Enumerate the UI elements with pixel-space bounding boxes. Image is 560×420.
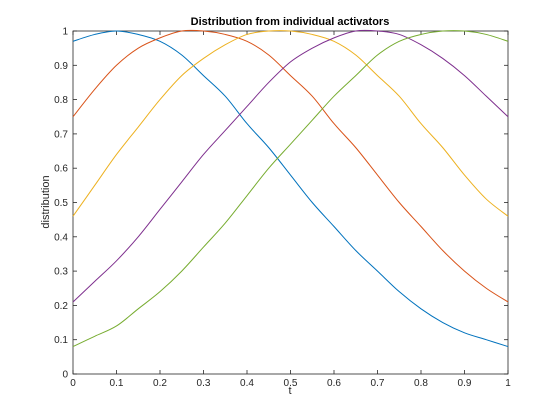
- y-tick-label: 0.9: [54, 61, 68, 72]
- y-axis-label: distribution: [40, 175, 52, 228]
- y-tick-label: 0.4: [54, 232, 68, 243]
- x-tick-label: 0: [70, 378, 76, 389]
- y-tick-label: 0.2: [54, 301, 68, 312]
- y-tick-label: 0.8: [54, 95, 68, 106]
- y-tick-label: 1: [62, 27, 68, 38]
- x-tick-label: 0.1: [110, 378, 124, 389]
- series-lines: [72, 29, 509, 348]
- series-line-5: [72, 30, 509, 348]
- series-line-4: [72, 29, 509, 303]
- chart-title: Distribution from individual activators: [191, 16, 390, 28]
- series-line-2: [72, 29, 509, 303]
- y-tick-label: 0.3: [54, 267, 68, 278]
- x-tick-label: 0.3: [197, 378, 211, 389]
- x-tick-label: 0.2: [153, 378, 167, 389]
- axis-ticks: 0 0.1 0.2 0.3 0.4 0.5 0.6 0.7 0.8 0.9 1 0 0.1 0.2 0.3 0…: [54, 27, 511, 390]
- y-tick-label: 0.1: [54, 335, 68, 346]
- y-tick-label: 0: [62, 370, 68, 381]
- y-tick-label: 0.7: [54, 129, 68, 140]
- y-tick-label: 0.5: [54, 198, 68, 209]
- y-tick-label: 0.6: [54, 164, 68, 175]
- x-tick-label: 0.4: [240, 378, 254, 389]
- x-axis-label: t: [288, 385, 291, 397]
- x-tick-label: 0.6: [327, 378, 341, 389]
- x-tick-label: 0.5: [284, 378, 298, 389]
- series-line-3: [72, 30, 509, 217]
- plot-area: [72, 30, 509, 375]
- x-tick-label: 1: [505, 378, 511, 389]
- x-tick-label: 0.8: [414, 378, 428, 389]
- series-line-1: [72, 30, 509, 348]
- x-tick-label: 0.7: [371, 378, 385, 389]
- x-tick-label: 0.9: [458, 378, 472, 389]
